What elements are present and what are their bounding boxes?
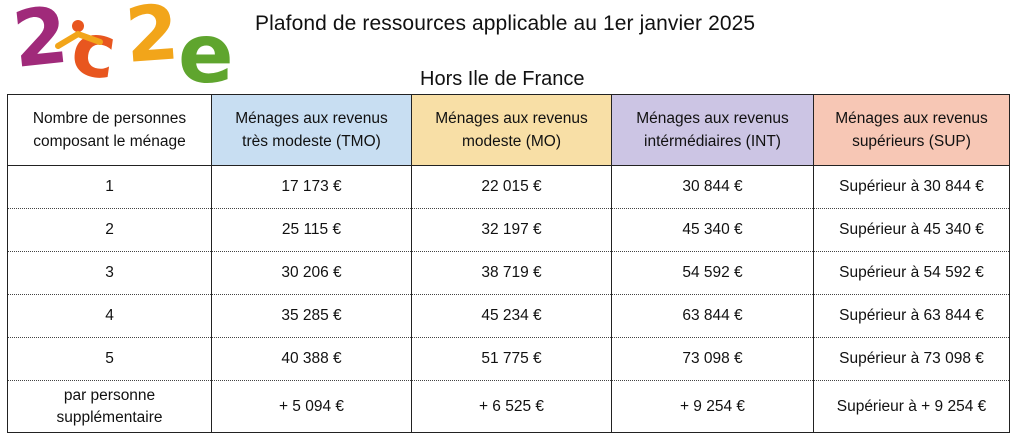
svg-text:e: e	[178, 7, 234, 94]
table-row: 2 25 115 € 32 197 € 45 340 € Supérieur à…	[7, 208, 1010, 252]
cell-household-size: 2	[7, 208, 212, 252]
table-row: 3 30 206 € 38 719 € 54 592 € Supérieur à…	[7, 251, 1010, 295]
cell-mo: 45 234 €	[411, 294, 612, 338]
cell-household-size: par personne supplémentaire	[7, 380, 212, 433]
cell-sup: Supérieur à 45 340 €	[813, 208, 1010, 252]
cell-sup: Supérieur à 73 098 €	[813, 337, 1010, 381]
cell-household-size: 5	[7, 337, 212, 381]
table-row: 1 17 173 € 22 015 € 30 844 € Supérieur à…	[7, 165, 1010, 209]
logo-2c2e: 2 c 2 e	[9, 0, 244, 102]
cell-sup: Supérieur à 54 592 €	[813, 251, 1010, 295]
cell-household-size: 4	[7, 294, 212, 338]
cell-mo: 22 015 €	[411, 165, 612, 209]
cell-household-size: 1	[7, 165, 212, 209]
header-household-size: Nombre de personnes composant le ménage	[7, 94, 212, 166]
cell-int: 63 844 €	[611, 294, 814, 338]
cell-sup: Supérieur à 63 844 €	[813, 294, 1010, 338]
cell-sup: Supérieur à 30 844 €	[813, 165, 1010, 209]
cell-tmo: 17 173 €	[211, 165, 412, 209]
cell-int: 30 844 €	[611, 165, 814, 209]
cell-int: 45 340 €	[611, 208, 814, 252]
cell-tmo: 40 388 €	[211, 337, 412, 381]
page-title: Plafond de ressources applicable au 1er …	[255, 12, 756, 35]
table-row: 5 40 388 € 51 775 € 73 098 € Supérieur à…	[7, 337, 1010, 381]
header-mo: Ménages aux revenus modeste (MO)	[411, 94, 612, 166]
cell-int: 54 592 €	[611, 251, 814, 295]
svg-text:2: 2	[122, 2, 181, 80]
cell-mo: 38 719 €	[411, 251, 612, 295]
cell-mo: 51 775 €	[411, 337, 612, 381]
header-int: Ménages aux revenus intérmédiaires (INT)	[611, 94, 814, 166]
header-tmo: Ménages aux revenus très modeste (TMO)	[211, 94, 412, 166]
cell-tmo: + 5 094 €	[211, 380, 412, 433]
header-sup: Ménages aux revenus supérieurs (SUP)	[813, 94, 1010, 166]
cell-tmo: 25 115 €	[211, 208, 412, 252]
table-row: 4 35 285 € 45 234 € 63 844 € Supérieur à…	[7, 294, 1010, 338]
cell-int: 73 098 €	[611, 337, 814, 381]
cell-mo: 32 197 €	[411, 208, 612, 252]
cell-int: + 9 254 €	[611, 380, 814, 433]
cell-household-size: 3	[7, 251, 212, 295]
logo-graphic: 2 c 2 e	[9, 0, 234, 102]
svg-text:c: c	[66, 5, 121, 94]
table-row: par personne supplémentaire + 5 094 € + 6…	[7, 380, 1010, 433]
income-ceiling-table: Nombre de personnes composant le ménage M…	[7, 94, 1010, 433]
header-row: Nombre de personnes composant le ménage M…	[7, 94, 1010, 166]
cell-tmo: 35 285 €	[211, 294, 412, 338]
page-subtitle: Hors Ile de France	[420, 68, 585, 90]
cell-mo: + 6 525 €	[411, 380, 612, 433]
cell-tmo: 30 206 €	[211, 251, 412, 295]
cell-sup: Supérieur à + 9 254 €	[813, 380, 1010, 433]
